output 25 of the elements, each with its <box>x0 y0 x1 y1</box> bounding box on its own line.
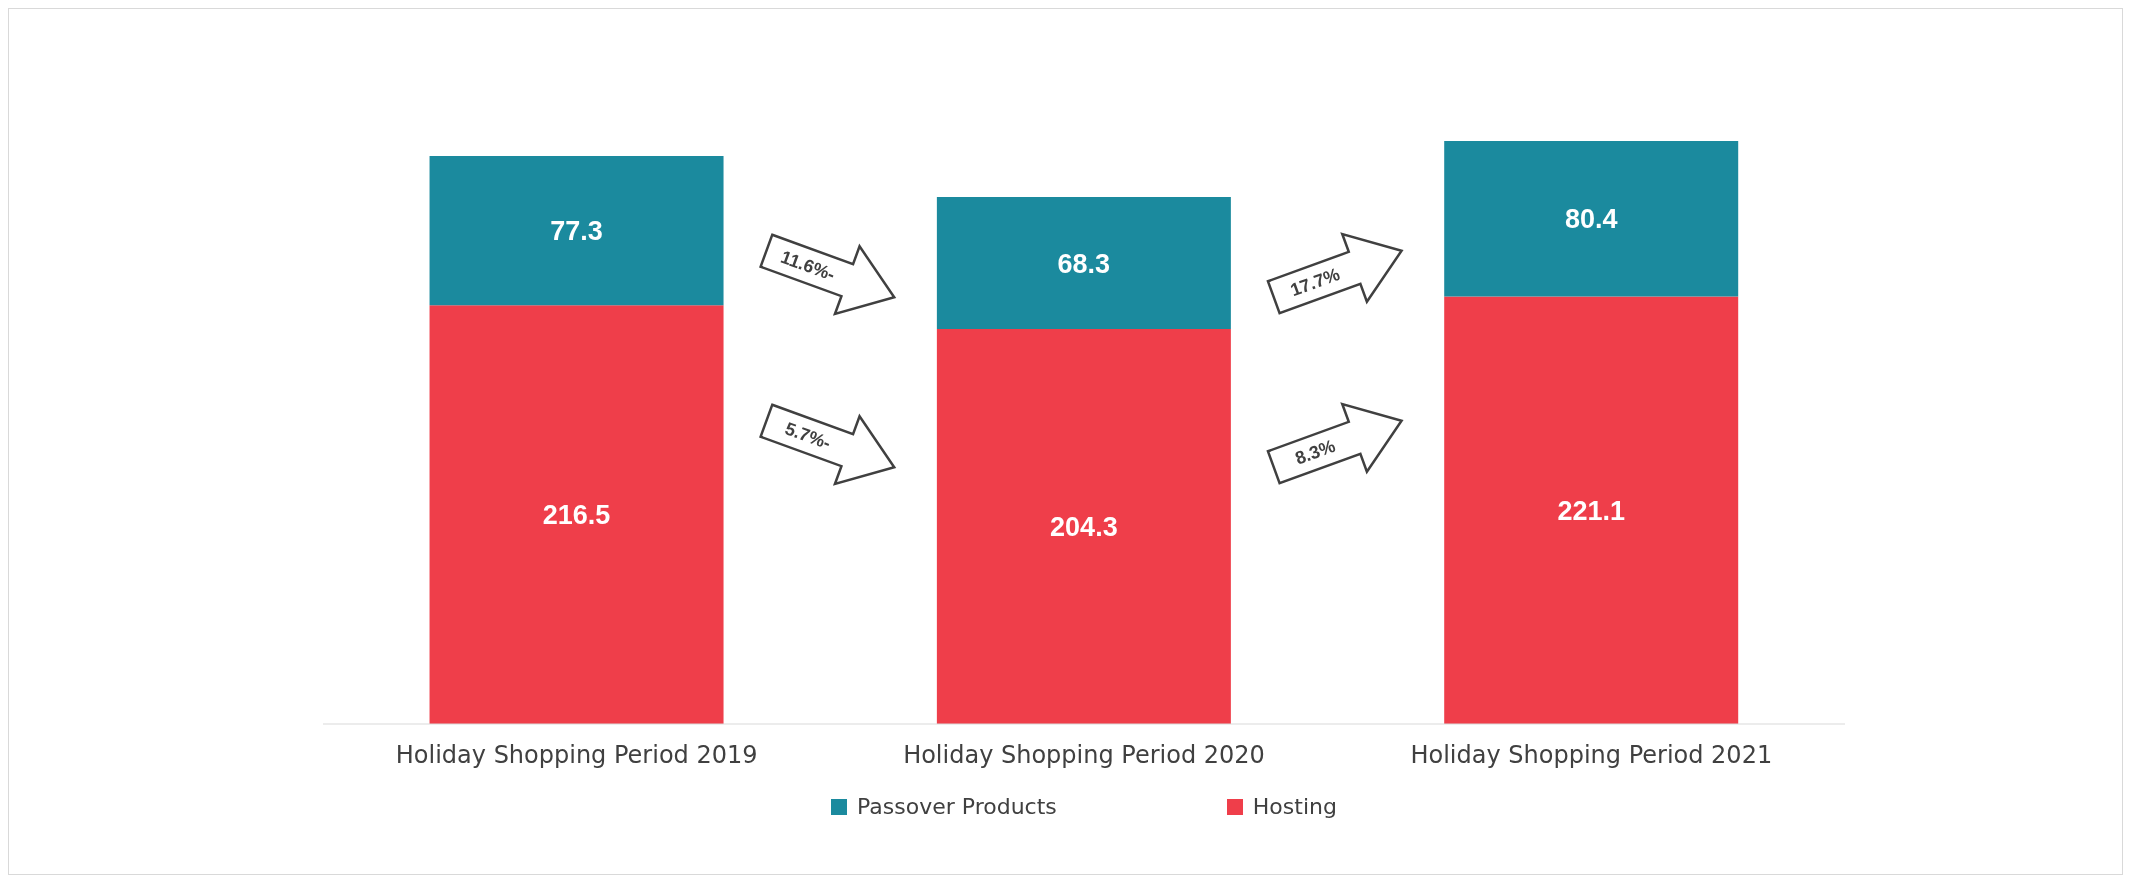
bar <box>429 155 724 306</box>
legend-label: Hosting <box>1251 794 1337 819</box>
data-label: 80.4 <box>1564 204 1618 235</box>
arrow-icon: 5.7%- <box>759 403 897 486</box>
bar <box>1444 141 1739 297</box>
annotation: 5.7%- <box>782 418 834 454</box>
data-label: 204.3 <box>1050 512 1118 543</box>
legend-label: Passover Products <box>856 794 1057 819</box>
data-label: 77.3 <box>550 216 603 247</box>
bar <box>429 305 724 724</box>
data-label: 68.3 <box>1057 248 1111 279</box>
arrow-icon: 11.6%- <box>759 233 897 316</box>
data-label: 216.5 <box>542 500 611 531</box>
bar <box>936 196 1231 329</box>
data-label: 221.1 <box>1557 495 1625 526</box>
annotation: 11.6%- <box>778 246 838 285</box>
bar <box>1444 296 1739 724</box>
x-tick-label: Holiday Shopping Period 2020 <box>903 741 1265 770</box>
arrow-icon: 8.3% <box>1266 402 1404 485</box>
annotation: 8.3% <box>1292 435 1338 469</box>
bar <box>936 328 1231 724</box>
annotation: 17.7% <box>1287 264 1343 301</box>
arrow-icon: 17.7% <box>1266 232 1404 315</box>
x-tick-label: Holiday Shopping Period 2021 <box>1410 741 1773 770</box>
x-tick-label: Holiday Shopping Period 2019 <box>395 741 758 770</box>
